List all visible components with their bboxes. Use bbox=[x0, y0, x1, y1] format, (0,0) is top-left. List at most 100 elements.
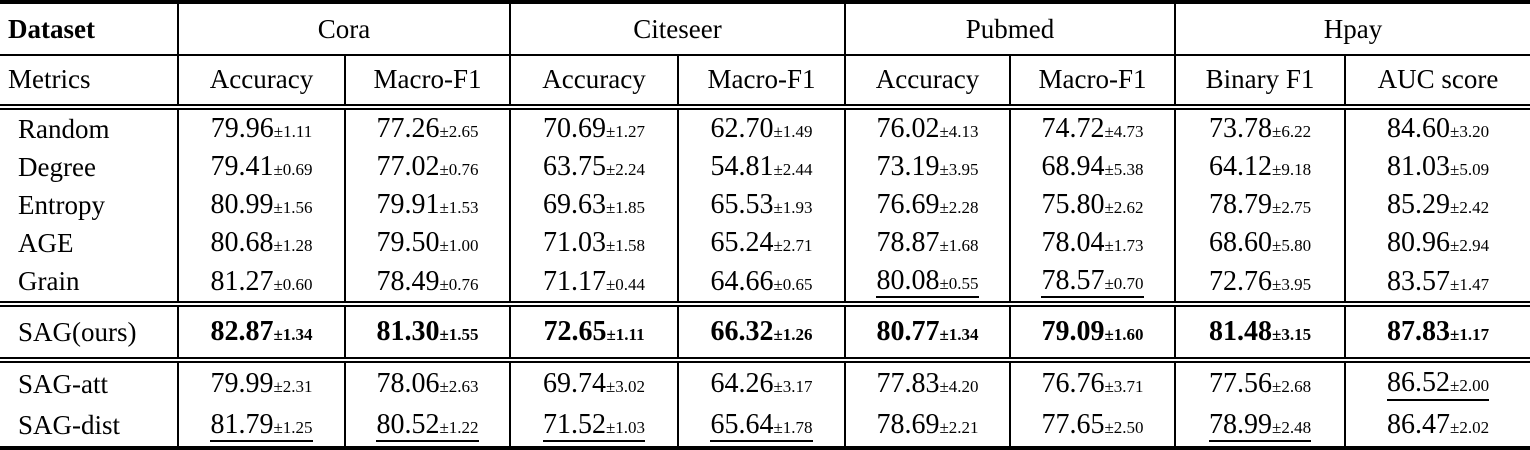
value-cell: 78.04±1.73 bbox=[1010, 224, 1177, 262]
value-cell: 65.64±1.78 bbox=[678, 404, 847, 449]
underlined-score: 80.08±0.55 bbox=[876, 265, 979, 299]
score: 64.12±9.18 bbox=[1208, 151, 1312, 182]
value-cell: 78.69±2.21 bbox=[845, 404, 1012, 449]
value-cell: 71.52±1.03 bbox=[510, 404, 680, 449]
std-dev: ±2.44 bbox=[773, 160, 813, 179]
std-dev: ±1.03 bbox=[605, 417, 646, 437]
score: 68.94±5.38 bbox=[1041, 151, 1144, 182]
std-dev: ±1.17 bbox=[1449, 325, 1490, 345]
value-cell: 80.68±1.28 bbox=[178, 224, 346, 262]
section-ablation: SAG-att 79.99±2.31 78.06±2.63 69.74±3.02 64.… bbox=[0, 360, 1530, 449]
group-header-pubmed: Pubmed bbox=[845, 2, 1177, 56]
score: 70.69±1.27 bbox=[542, 113, 646, 144]
score: 81.27±0.60 bbox=[210, 265, 313, 297]
value-cell: 79.99±2.31 bbox=[178, 360, 346, 405]
value-cell: 81.03±5.09 bbox=[1345, 148, 1530, 186]
value-cell: 79.91±1.53 bbox=[345, 186, 512, 224]
score: 77.65±2.50 bbox=[1041, 409, 1144, 441]
std-dev: ±2.71 bbox=[773, 236, 813, 255]
score: 85.29±2.42 bbox=[1386, 189, 1490, 220]
value-cell: 66.32±1.26 bbox=[678, 304, 847, 361]
metrics-header: Metrics bbox=[0, 55, 179, 110]
score: 84.60±3.20 bbox=[1386, 113, 1490, 144]
value-cell: 73.78±6.22 bbox=[1175, 107, 1347, 148]
metric-header-cora-accuracy: Accuracy bbox=[178, 55, 346, 110]
score: 66.32±1.26 bbox=[710, 316, 813, 348]
score: 79.96±1.11 bbox=[210, 113, 313, 144]
value-cell: 87.83±1.17 bbox=[1345, 304, 1530, 360]
std-dev: ±4.20 bbox=[939, 377, 979, 397]
metric-header-citeseer-accuracy: Accuracy bbox=[510, 55, 680, 110]
value-cell: 78.57±0.70 bbox=[1010, 262, 1177, 305]
value-cell: 78.87±1.68 bbox=[845, 224, 1012, 262]
std-dev: ±1.22 bbox=[439, 417, 479, 437]
score: 79.09±1.60 bbox=[1041, 316, 1144, 348]
score: 77.83±4.20 bbox=[876, 368, 979, 400]
score: 72.76±3.95 bbox=[1208, 265, 1312, 297]
underlined-score: 86.52±2.00 bbox=[1386, 367, 1490, 401]
method-label: Entropy bbox=[0, 186, 179, 224]
value-cell: 78.79±2.75 bbox=[1175, 186, 1347, 224]
method-label: SAG-dist bbox=[0, 404, 179, 449]
table-row-random: Random 79.96±1.11 77.26±2.65 70.69±1.27 62.7… bbox=[0, 107, 1530, 148]
std-dev: ±1.00 bbox=[439, 236, 479, 255]
std-dev: ±0.55 bbox=[939, 274, 979, 293]
std-dev: ±3.15 bbox=[1271, 325, 1312, 345]
score: 77.56±2.68 bbox=[1208, 368, 1312, 400]
value-cell: 83.57±1.47 bbox=[1345, 262, 1530, 304]
underlined-score: 78.57±0.70 bbox=[1041, 265, 1144, 299]
std-dev: ±4.73 bbox=[1104, 122, 1144, 141]
std-dev: ±2.75 bbox=[1271, 198, 1312, 217]
score: 76.69±2.28 bbox=[876, 189, 979, 220]
score: 82.87±1.34 bbox=[210, 316, 313, 348]
score: 78.69±2.21 bbox=[876, 409, 979, 441]
value-cell: 85.29±2.42 bbox=[1345, 186, 1530, 224]
std-dev: ±0.44 bbox=[605, 274, 646, 294]
value-cell: 77.56±2.68 bbox=[1175, 360, 1347, 405]
std-dev: ±1.68 bbox=[939, 236, 979, 255]
section-ours: SAG(ours) 82.87±1.34 81.30±1.55 72.65±1.11 6… bbox=[0, 304, 1530, 361]
value-cell: 62.70±1.49 bbox=[678, 107, 847, 148]
value-cell: 79.96±1.11 bbox=[178, 107, 346, 148]
std-dev: ±1.73 bbox=[1104, 236, 1144, 255]
value-cell: 73.19±3.95 bbox=[845, 148, 1012, 186]
score: 75.80±2.62 bbox=[1041, 189, 1144, 220]
value-cell: 74.72±4.73 bbox=[1010, 107, 1177, 148]
value-cell: 80.52±1.22 bbox=[345, 404, 512, 449]
value-cell: 64.12±9.18 bbox=[1175, 148, 1347, 186]
score: 83.57±1.47 bbox=[1386, 265, 1490, 297]
std-dev: ±3.17 bbox=[773, 377, 813, 397]
score: 80.96±2.94 bbox=[1386, 227, 1490, 258]
value-cell: 76.76±3.71 bbox=[1010, 360, 1177, 405]
score: 79.41±0.69 bbox=[210, 151, 313, 182]
group-header-cora: Cora bbox=[178, 2, 512, 56]
value-cell: 70.69±1.27 bbox=[510, 107, 680, 148]
value-cell: 68.94±5.38 bbox=[1010, 148, 1177, 186]
std-dev: ±1.78 bbox=[773, 417, 813, 437]
table-row-degree: Degree 79.41±0.69 77.02±0.76 63.75±2.24 54.8… bbox=[0, 148, 1530, 186]
std-dev: ±2.50 bbox=[1104, 418, 1144, 438]
std-dev: ±2.02 bbox=[1449, 418, 1490, 438]
table-row-sag-dist: SAG-dist 81.79±1.25 80.52±1.22 71.52±1.03 65… bbox=[0, 404, 1530, 449]
score: 63.75±2.24 bbox=[542, 151, 646, 182]
score: 78.87±1.68 bbox=[876, 227, 979, 258]
underlined-score: 65.64±1.78 bbox=[710, 409, 813, 443]
value-cell: 77.65±2.50 bbox=[1010, 404, 1177, 449]
value-cell: 54.81±2.44 bbox=[678, 148, 847, 186]
value-cell: 65.24±2.71 bbox=[678, 224, 847, 262]
value-cell: 78.49±0.76 bbox=[345, 262, 512, 305]
score: 62.70±1.49 bbox=[710, 113, 813, 144]
score: 64.26±3.17 bbox=[710, 368, 813, 400]
score: 72.65±1.11 bbox=[543, 316, 645, 348]
std-dev: ±2.28 bbox=[939, 198, 979, 217]
value-cell: 82.87±1.34 bbox=[178, 304, 346, 361]
method-label: SAG-att bbox=[0, 360, 179, 405]
score: 78.06±2.63 bbox=[376, 368, 479, 400]
table-row-entropy: Entropy 80.99±1.56 79.91±1.53 69.63±1.85 65.… bbox=[0, 186, 1530, 224]
std-dev: ±1.49 bbox=[773, 122, 813, 141]
score: 86.47±2.02 bbox=[1386, 409, 1490, 441]
score: 65.24±2.71 bbox=[710, 227, 813, 258]
std-dev: ±5.38 bbox=[1104, 160, 1144, 179]
value-cell: 78.99±2.48 bbox=[1175, 404, 1347, 449]
score: 81.30±1.55 bbox=[376, 316, 479, 348]
